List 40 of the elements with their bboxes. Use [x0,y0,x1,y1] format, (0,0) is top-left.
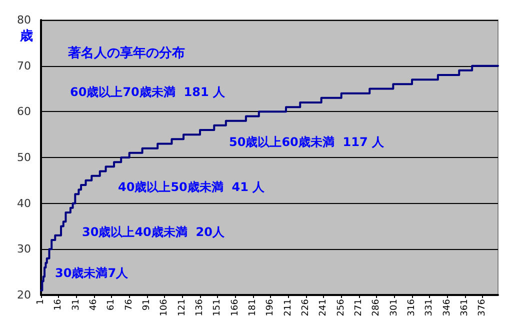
annotation: 30歳未満7人 [55,266,130,280]
y-tick-label: 60 [17,105,31,118]
x-tick-label: 196 [266,298,276,316]
x-tick-label: 211 [283,299,294,316]
x-tick-label: 31 [71,299,82,310]
x-tick-label: 301 [389,299,400,316]
x-tick-label: 91 [142,299,152,310]
annotation: 60歳以上70歳未満 181 人 [70,85,226,99]
x-tick-label: 121 [177,299,188,316]
x-tick-label: 376 [478,298,488,316]
x-tick-label: 151 [212,299,223,316]
x-tick-label: 286 [372,298,382,316]
annotation: 30歳以上40歳未満 20人 [82,225,226,239]
x-tick-label: 46 [89,298,100,310]
x-tick-label: 106 [160,298,170,316]
x-tick-label: 61 [106,299,117,310]
x-tick-label: 136 [195,298,206,316]
x-tick-label: 271 [354,299,364,316]
x-tick-label: 1 [36,299,46,305]
y-tick-label: 80 [17,14,31,26]
y-tick-label: 50 [17,151,31,164]
x-tick-label: 256 [336,298,346,316]
y-tick-label: 70 [17,59,31,72]
x-tick-label: 316 [407,298,418,316]
x-tick-label: 181 [248,299,258,316]
annotation: 50歳以上60歳未満 117 人 [229,135,385,149]
x-tick-label: 76 [124,298,134,310]
y-tick-label: 40 [17,196,31,210]
x-tick-label: 331 [424,299,435,316]
x-tick-label: 226 [301,298,312,316]
x-tick-label: 346 [442,298,452,316]
x-tick-label: 361 [460,299,470,316]
y-axis-title: 歳 [19,29,33,44]
annotation: 40歳以上50歳未満 41 人 [118,180,266,194]
y-tick-label: 30 [17,242,31,256]
text: 著名人の享年の分布 [67,45,185,61]
y-tick-label: 20 [17,288,31,302]
x-tick-label: 16 [54,298,64,310]
x-tick-label: 166 [230,298,240,316]
x-tick-label: 241 [318,299,329,316]
